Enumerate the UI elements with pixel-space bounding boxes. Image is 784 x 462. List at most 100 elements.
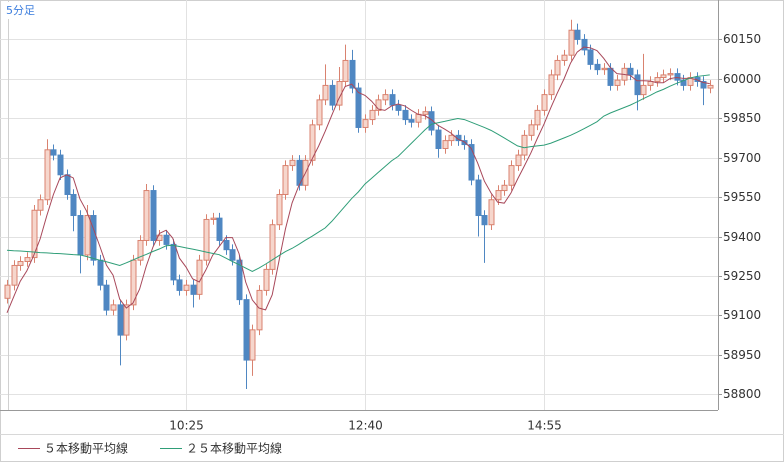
candle-body <box>37 199 44 211</box>
candle-body <box>282 165 289 195</box>
candle-body <box>17 261 24 266</box>
candle-body <box>50 149 57 156</box>
candle-body <box>349 59 356 89</box>
candle-body <box>263 268 270 291</box>
candle-body <box>143 190 150 241</box>
candle-body <box>700 80 707 89</box>
candle-body <box>627 67 634 76</box>
candle-body <box>203 218 210 261</box>
candle-body <box>660 74 667 79</box>
candle-body <box>581 38 588 51</box>
candle-body <box>64 174 71 195</box>
candle-body <box>468 144 475 181</box>
candle-body <box>601 67 608 71</box>
candle-body <box>44 149 51 201</box>
candle-body <box>170 243 177 281</box>
y-tick-label: 60150 <box>723 32 761 46</box>
candle-body <box>554 59 561 76</box>
candle-body <box>369 109 376 121</box>
candle-body <box>574 29 581 40</box>
candle-body <box>442 140 449 149</box>
candle-body <box>183 284 190 291</box>
candle-body <box>316 99 323 126</box>
candle-body <box>249 329 256 361</box>
candle-body <box>190 284 197 295</box>
candle-body <box>24 257 31 263</box>
candle-body <box>422 111 429 115</box>
legend-label: ５本移動平均線 <box>44 441 128 456</box>
candle-body <box>475 179 482 217</box>
candle-body <box>415 113 422 123</box>
y-tick-label: 59400 <box>723 230 761 244</box>
y-tick-label: 58800 <box>723 387 761 401</box>
candle-body <box>607 67 614 86</box>
candle-body <box>375 99 382 111</box>
candle-body <box>11 264 18 286</box>
candle-body <box>196 259 203 295</box>
candle-body <box>534 109 541 126</box>
y-tick-label: 60000 <box>723 72 761 86</box>
plot-area <box>0 0 722 411</box>
candle-body <box>329 84 336 106</box>
candle-body <box>382 94 389 101</box>
chart-title: 5分足 <box>6 4 35 17</box>
candle-body <box>435 129 442 149</box>
candle-body <box>322 84 329 101</box>
y-tick-label: 59850 <box>723 111 761 125</box>
candle-body <box>57 154 64 176</box>
candle-body <box>4 284 11 299</box>
candle-body <box>568 29 575 56</box>
candle-body <box>448 134 455 142</box>
candle-body <box>707 84 714 89</box>
title-box <box>3 2 47 19</box>
candle-body <box>647 80 654 86</box>
candle-body <box>548 74 555 96</box>
candle-body <box>674 73 681 81</box>
candle-body <box>216 217 223 241</box>
candle-body <box>654 77 661 82</box>
candle-body <box>481 215 488 226</box>
candle-body <box>428 111 435 131</box>
candle-body <box>243 299 250 361</box>
candle-body <box>521 134 528 156</box>
candle-body <box>408 119 415 123</box>
x-tick-label: 12:40 <box>348 419 383 433</box>
y-tick-label: 59250 <box>723 269 761 283</box>
candle-body <box>77 215 84 256</box>
candle-body <box>488 199 495 226</box>
candle-body <box>289 159 296 167</box>
candle-body <box>123 304 130 336</box>
candle-body <box>31 209 38 259</box>
candle-body <box>594 63 601 71</box>
candle-body <box>362 119 369 128</box>
candle-body <box>395 104 402 111</box>
candle-body <box>634 74 641 96</box>
candle-body <box>402 109 409 121</box>
candle-body <box>640 84 647 96</box>
y-tick-label: 59550 <box>723 190 761 204</box>
candle-body <box>236 259 243 301</box>
candle-body <box>389 94 396 106</box>
candle-body <box>342 59 349 82</box>
candle-body <box>84 215 91 256</box>
candle-body <box>667 73 674 76</box>
y-tick-label: 59100 <box>723 308 761 322</box>
candle-body <box>269 224 276 270</box>
candle-body <box>508 165 515 186</box>
ma-line <box>6 46 710 313</box>
candle-body <box>210 217 217 220</box>
candle-body <box>587 49 594 65</box>
candle-body <box>495 190 502 201</box>
candle-body <box>541 94 548 111</box>
y-tick-label: 59700 <box>723 151 761 165</box>
candle-body <box>70 193 77 217</box>
y-tick-label: 58950 <box>723 348 761 362</box>
candle-body <box>355 87 362 128</box>
candle-body <box>515 154 522 167</box>
candle-body <box>163 234 170 245</box>
candle-body <box>561 54 568 61</box>
x-tick-label: 14:55 <box>527 419 562 433</box>
candle-body <box>276 193 283 226</box>
